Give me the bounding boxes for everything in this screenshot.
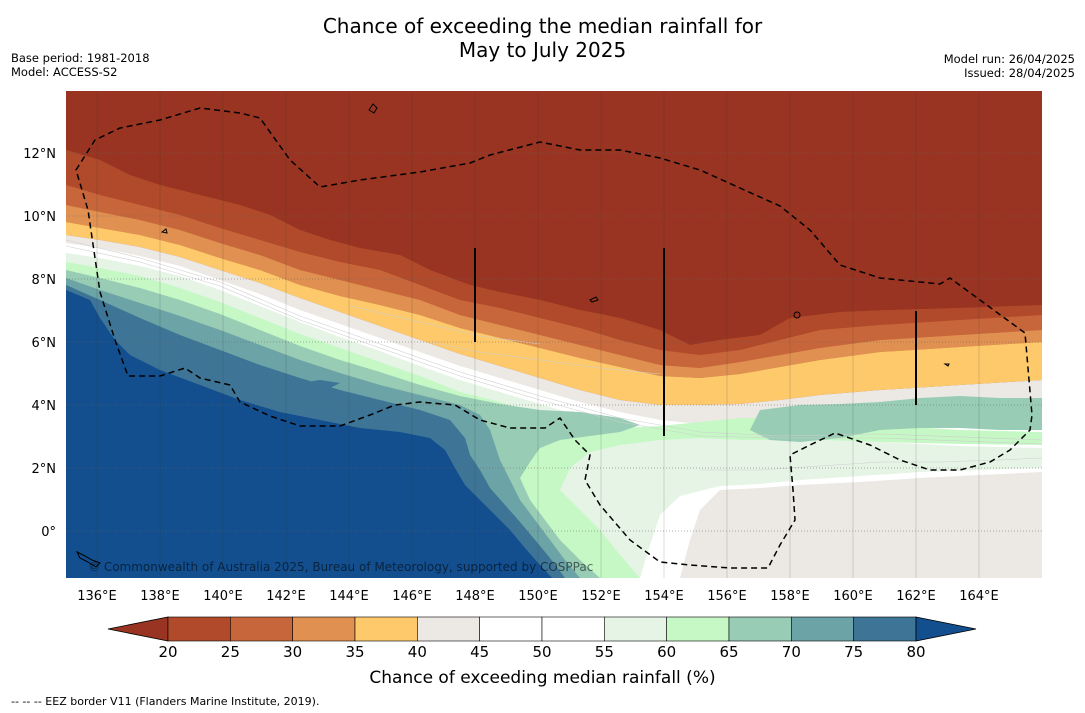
lat-tick-label: 12°N bbox=[23, 147, 56, 162]
lon-tick-label: 142°E bbox=[266, 589, 306, 604]
lon-tick-label: 156°E bbox=[707, 589, 747, 604]
lon-tick-label: 136°E bbox=[77, 589, 117, 604]
colorbar-tick-label: 35 bbox=[345, 643, 365, 661]
lon-tick-label: 150°E bbox=[518, 589, 558, 604]
colorbar-segment bbox=[230, 616, 293, 642]
colorbar-tick-label: 20 bbox=[158, 643, 178, 661]
lat-tick-label: 10°N bbox=[23, 210, 56, 225]
band-above-80 bbox=[66, 290, 552, 578]
title-line-2: May to July 2025 bbox=[458, 38, 627, 62]
lon-tick-label: 138°E bbox=[140, 589, 180, 604]
lon-axis-labels: 136°E 138°E 140°E 142°E 144°E 146°E 148°… bbox=[77, 589, 999, 604]
colorbar-segment bbox=[479, 616, 543, 642]
colorbar-segment bbox=[666, 616, 730, 642]
lon-tick-label: 154°E bbox=[644, 589, 684, 604]
band-25-30 bbox=[66, 185, 1042, 368]
colorbar-segment bbox=[417, 616, 480, 642]
lat-tick-label: 4°N bbox=[32, 399, 57, 414]
colorbar-tick-label: 50 bbox=[532, 643, 552, 661]
metadata-right: Model run: 26/04/2025 Issued: 28/04/2025 bbox=[944, 52, 1075, 80]
colorbar-segment bbox=[604, 616, 667, 642]
colorbar-tick-label: 75 bbox=[844, 643, 864, 661]
base-period-text: Base period: 1981-2018 bbox=[11, 51, 150, 65]
colorbar bbox=[107, 616, 977, 642]
lat-tick-label: 8°N bbox=[32, 273, 57, 288]
colorbar-tick-label: 55 bbox=[594, 643, 614, 661]
metadata-left: Base period: 1981-2018 Model: ACCESS-S2 bbox=[11, 51, 150, 79]
eez-legend-footnote: -- -- -- EEZ border V11 (Flanders Marine… bbox=[11, 695, 320, 708]
colorbar-tick-label: 70 bbox=[781, 643, 801, 661]
band-35-40 bbox=[66, 222, 1042, 405]
island-chains bbox=[474, 248, 917, 436]
lon-tick-label: 160°E bbox=[833, 589, 873, 604]
colorbar-tick-label: 60 bbox=[657, 643, 677, 661]
band-below-20-north bbox=[66, 91, 1042, 345]
copyright-text: © Commonwealth of Australia 2025, Bureau… bbox=[88, 560, 593, 574]
colorbar-tick-label: 25 bbox=[220, 643, 240, 661]
colorbar-tick-labels: 20 25 30 35 40 45 50 55 60 65 70 75 80 bbox=[0, 643, 1085, 663]
model-run-text: Model run: 26/04/2025 bbox=[943, 52, 1075, 66]
colorbar-title: Chance of exceeding median rainfall (%) bbox=[369, 668, 716, 688]
latitude-gridlines bbox=[66, 152, 1042, 532]
lon-tick-label: 162°E bbox=[896, 589, 936, 604]
colorbar-segment bbox=[354, 616, 418, 642]
map-plot-area: © Commonwealth of Australia 2025, Bureau… bbox=[66, 91, 1042, 578]
lon-tick-label: 144°E bbox=[329, 589, 369, 604]
title-line-1: Chance of exceeding the median rainfall … bbox=[322, 14, 763, 38]
model-text: Model: ACCESS-S2 bbox=[11, 65, 118, 79]
band-20-25-north bbox=[66, 150, 1042, 355]
lon-tick-label: 158°E bbox=[770, 589, 810, 604]
colorbar-tick-label: 40 bbox=[407, 643, 427, 661]
band-75-80-inlet bbox=[300, 380, 340, 389]
colorbar-extend-high bbox=[915, 616, 977, 642]
lat-tick-label: 6°N bbox=[32, 336, 57, 351]
lat-axis-labels: 12°N 10°N 8°N 6°N 4°N 2°N 0° bbox=[23, 147, 56, 540]
chart-title: Chance of exceeding the median rainfall … bbox=[0, 14, 1085, 62]
lon-tick-label: 164°E bbox=[959, 589, 999, 604]
colorbar-extend-low bbox=[107, 616, 169, 642]
issued-text: Issued: 28/04/2025 bbox=[964, 66, 1075, 80]
small-islands bbox=[75, 103, 950, 568]
lon-tick-label: 148°E bbox=[455, 589, 495, 604]
colorbar-tick-label: 80 bbox=[906, 643, 926, 661]
contour-lines bbox=[66, 239, 1042, 471]
lat-tick-label: 0° bbox=[41, 525, 56, 540]
colorbar-segment bbox=[167, 616, 231, 642]
lon-tick-label: 140°E bbox=[203, 589, 243, 604]
band-65-70-east bbox=[750, 396, 1042, 442]
colorbar-segment bbox=[791, 616, 854, 642]
colorbar-segment bbox=[728, 616, 792, 642]
band-30-35 bbox=[66, 205, 1042, 378]
lat-tick-label: 2°N bbox=[32, 462, 57, 477]
colorbar-segment bbox=[541, 616, 605, 642]
eez-border bbox=[75, 107, 1033, 569]
colorbar-segment bbox=[292, 616, 356, 642]
colorbar-tick-label: 65 bbox=[719, 643, 739, 661]
colorbar-tick-label: 45 bbox=[470, 643, 490, 661]
colorbar-segment bbox=[853, 616, 917, 642]
lon-tick-label: 146°E bbox=[392, 589, 432, 604]
lon-tick-label: 152°E bbox=[581, 589, 621, 604]
colorbar-tick-label: 30 bbox=[283, 643, 303, 661]
